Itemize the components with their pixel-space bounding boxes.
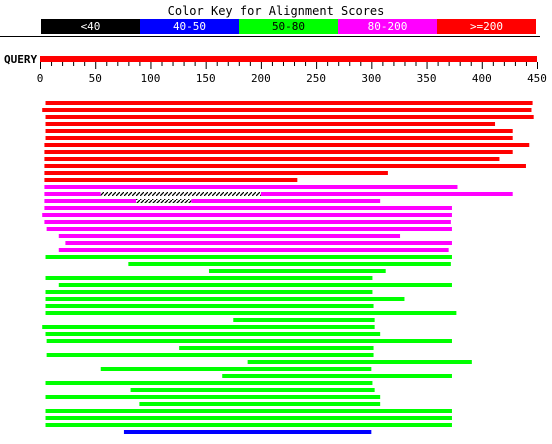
- hit-bar[interactable]: [44, 192, 101, 196]
- alignment-hits: [42, 101, 534, 434]
- hit-bar[interactable]: [65, 241, 452, 245]
- legend-50-80: 50-80: [239, 19, 338, 34]
- hit-bar[interactable]: [45, 409, 452, 413]
- hit-bar[interactable]: [44, 206, 452, 210]
- divider-line: [0, 36, 540, 37]
- hit-gap[interactable]: [136, 199, 192, 203]
- query-bar: [40, 56, 537, 62]
- hit-bar[interactable]: [44, 199, 137, 203]
- hit-bar[interactable]: [139, 402, 381, 406]
- hit-bar[interactable]: [46, 339, 452, 343]
- hit-bar[interactable]: [46, 227, 452, 231]
- axis-tick-label: 0: [37, 72, 44, 85]
- hit-bar[interactable]: [123, 430, 372, 434]
- hit-bar[interactable]: [44, 150, 513, 154]
- hit-bar[interactable]: [42, 213, 452, 217]
- hit-bar[interactable]: [45, 129, 513, 133]
- color-key-legend: <40 40-50 50-80 80-200 >=200: [41, 19, 536, 34]
- hit-bar[interactable]: [42, 108, 532, 112]
- axis-tick-label: 250: [306, 72, 326, 85]
- query-label: QUERY: [4, 53, 38, 66]
- legend-200-plus: >=200: [437, 19, 536, 34]
- legend-below-40: <40: [41, 19, 140, 34]
- hit-bar[interactable]: [45, 136, 513, 140]
- hit-bar[interactable]: [45, 290, 373, 294]
- hit-bar[interactable]: [44, 185, 458, 189]
- hit-bar[interactable]: [45, 416, 452, 420]
- hit-gap[interactable]: [100, 192, 261, 196]
- query-ruler: 0 50 100 150 200 250 300 350 400 450: [37, 56, 547, 85]
- hit-bar[interactable]: [45, 311, 457, 315]
- hit-bar[interactable]: [42, 325, 375, 329]
- hit-bar[interactable]: [44, 178, 298, 182]
- hit-bar[interactable]: [260, 192, 513, 196]
- hit-bar[interactable]: [130, 388, 375, 392]
- hit-bar[interactable]: [46, 353, 374, 357]
- axis-tick-label: 350: [417, 72, 437, 85]
- hit-bar[interactable]: [44, 171, 388, 175]
- legend-80-200: 80-200: [338, 19, 437, 34]
- axis-tick-label: 100: [141, 72, 161, 85]
- hit-bar[interactable]: [191, 199, 381, 203]
- axis-tick-label: 300: [361, 72, 381, 85]
- hit-bar[interactable]: [45, 255, 452, 259]
- hit-bar[interactable]: [58, 283, 452, 287]
- hit-bar[interactable]: [179, 346, 374, 350]
- hit-bar[interactable]: [128, 262, 451, 266]
- hit-bar[interactable]: [44, 164, 526, 168]
- hit-bar[interactable]: [45, 276, 373, 280]
- hit-bar[interactable]: [45, 395, 381, 399]
- hit-bar[interactable]: [45, 101, 533, 105]
- hit-bar[interactable]: [208, 269, 386, 273]
- hit-bar[interactable]: [100, 367, 372, 371]
- hit-bar[interactable]: [44, 157, 500, 161]
- hit-bar[interactable]: [45, 423, 452, 427]
- hit-bar[interactable]: [45, 297, 405, 301]
- axis-tick-label: 50: [89, 72, 102, 85]
- hit-bar[interactable]: [247, 360, 472, 364]
- hit-bar[interactable]: [58, 248, 449, 252]
- color-key-title: Color Key for Alignment Scores: [167, 4, 385, 18]
- hit-bar[interactable]: [58, 234, 401, 238]
- axis-tick-label: 200: [251, 72, 271, 85]
- axis-tick-label: 400: [472, 72, 492, 85]
- hit-bar[interactable]: [44, 143, 530, 147]
- hit-bar[interactable]: [222, 374, 452, 378]
- axis-tick-label: 450: [527, 72, 547, 85]
- hit-bar[interactable]: [45, 115, 534, 119]
- hit-bar[interactable]: [233, 318, 375, 322]
- hit-bar[interactable]: [45, 304, 374, 308]
- hit-bar[interactable]: [44, 220, 451, 224]
- axis-tick-label: 150: [196, 72, 216, 85]
- hit-bar[interactable]: [45, 122, 496, 126]
- hit-bar[interactable]: [45, 332, 381, 336]
- hit-bar[interactable]: [45, 381, 373, 385]
- legend-40-50: 40-50: [140, 19, 239, 34]
